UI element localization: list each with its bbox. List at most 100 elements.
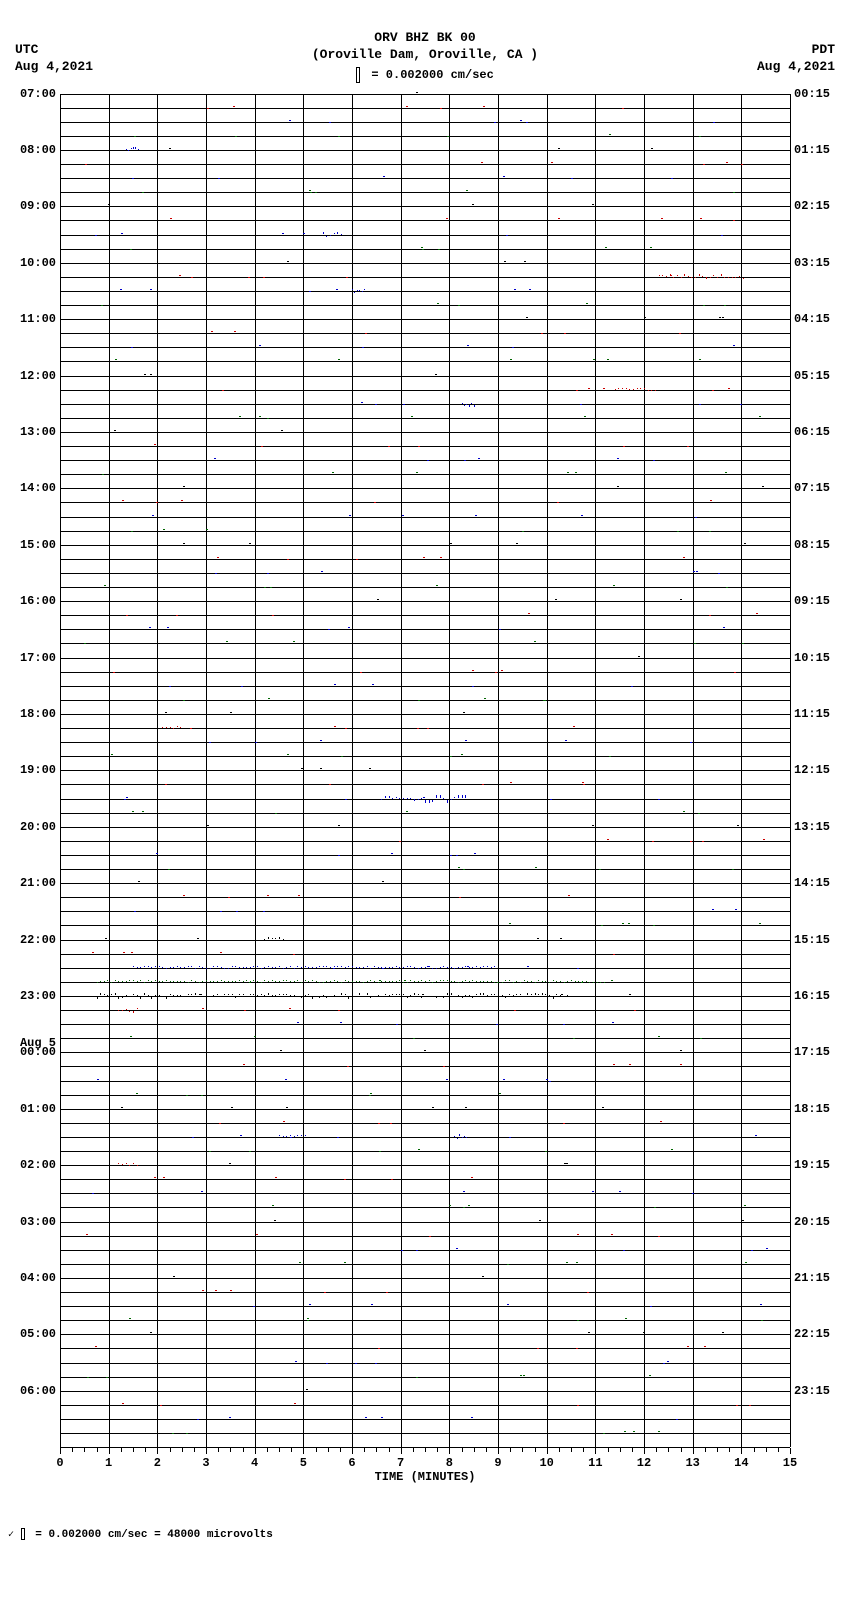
x-minor-tick [620,1448,621,1452]
seismic-trace [60,501,790,503]
seismic-trace [60,487,790,489]
seismic-trace [60,1333,790,1335]
x-tick-label: 7 [397,1456,404,1470]
left-time-label: 10:00 [20,256,60,270]
x-minor-tick [559,1448,560,1452]
utc-tz-label: UTC [15,42,93,59]
x-minor-tick [376,1448,377,1452]
station-code: ORV BHZ BK 00 [0,30,850,47]
x-minor-tick [267,1448,268,1452]
helicorder-plot: 07:0008:0009:0010:0011:0012:0013:0014:00… [60,94,790,1448]
x-minor-tick [766,1448,767,1452]
left-time-label: 08:00 [20,143,60,157]
x-tick [255,1448,256,1454]
seismic-trace [60,1023,790,1025]
left-time-label: 07:00 [20,87,60,101]
seismic-trace [60,868,790,870]
x-tick [741,1448,742,1454]
left-time-label: 09:00 [20,199,60,213]
x-tick-label: 13 [685,1456,699,1470]
seismic-trace [60,431,790,433]
x-axis: TIME (MINUTES) 0123456789101112131415 [60,1447,790,1488]
x-minor-tick [182,1448,183,1452]
seismic-trace [60,572,790,574]
right-time-label: 01:15 [790,143,830,157]
x-minor-tick [121,1448,122,1452]
x-minor-tick [389,1448,390,1452]
right-time-label: 03:15 [790,256,830,270]
x-minor-tick [778,1448,779,1452]
seismic-trace [60,530,790,532]
seismic-trace [60,516,790,518]
x-tick-label: 5 [300,1456,307,1470]
right-time-label: 15:15 [790,933,830,947]
left-time-label: 05:00 [20,1327,60,1341]
footer-text: = 0.002000 cm/sec = 48000 microvolts [35,1529,273,1541]
seismic-trace [60,1249,790,1251]
left-time-label: 01:00 [20,1102,60,1116]
seismic-trace [60,1347,790,1349]
x-tick-label: 0 [56,1456,63,1470]
seismic-trace [60,882,790,884]
seismic-trace [60,642,790,644]
seismic-event [60,276,790,278]
x-tick [60,1448,61,1454]
seismic-trace [60,699,790,701]
seismic-trace [60,121,790,123]
x-minor-tick [462,1448,463,1452]
right-time-label: 10:15 [790,651,830,665]
seismic-event [60,234,790,236]
x-minor-tick [705,1448,706,1452]
x-minor-tick [437,1448,438,1452]
x-minor-tick [474,1448,475,1452]
right-time-label: 11:15 [790,707,830,721]
x-minor-tick [681,1448,682,1452]
seismic-trace [60,1206,790,1208]
seismic-trace [60,1404,790,1406]
seismic-trace [60,558,790,560]
seismic-trace [60,1178,790,1180]
x-tick [401,1448,402,1454]
x-minor-tick [413,1448,414,1452]
seismic-trace [60,1390,790,1392]
x-minor-tick [84,1448,85,1452]
x-tick-label: 2 [154,1456,161,1470]
x-tick [352,1448,353,1454]
seismic-trace [60,1362,790,1364]
scale-indicator: = 0.002000 cm/sec [0,67,850,84]
seismic-trace [60,177,790,179]
left-time-label: 06:00 [20,1384,60,1398]
left-time-label: 20:00 [20,820,60,834]
seismic-trace [60,219,790,221]
x-tick-label: 15 [783,1456,797,1470]
seismic-trace [60,657,790,659]
x-minor-tick [340,1448,341,1452]
seismic-event [60,727,790,729]
x-minor-tick [754,1448,755,1452]
left-time-label: 16:00 [20,594,60,608]
right-time-label: 13:15 [790,820,830,834]
right-time-label: 08:15 [790,538,830,552]
x-minor-tick [522,1448,523,1452]
seismic-trace [60,346,790,348]
x-minor-tick [291,1448,292,1452]
seismic-trace [60,1051,790,1053]
seismic-trace [60,318,790,320]
seismic-trace [60,614,790,616]
seismic-trace [60,755,790,757]
x-tick-label: 12 [637,1456,651,1470]
x-tick [449,1448,450,1454]
seismic-trace [60,191,790,193]
seismic-trace [60,163,790,165]
seismic-event [60,290,790,292]
seismic-trace [60,924,790,926]
right-time-label: 12:15 [790,763,830,777]
seismic-trace [60,586,790,588]
seismic-trace [60,600,790,602]
seismic-trace [60,812,790,814]
x-tick-label: 10 [539,1456,553,1470]
x-axis-title: TIME (MINUTES) [60,1448,790,1484]
left-time-label: 21:00 [20,876,60,890]
right-time-label: 18:15 [790,1102,830,1116]
seismic-trace [60,826,790,828]
